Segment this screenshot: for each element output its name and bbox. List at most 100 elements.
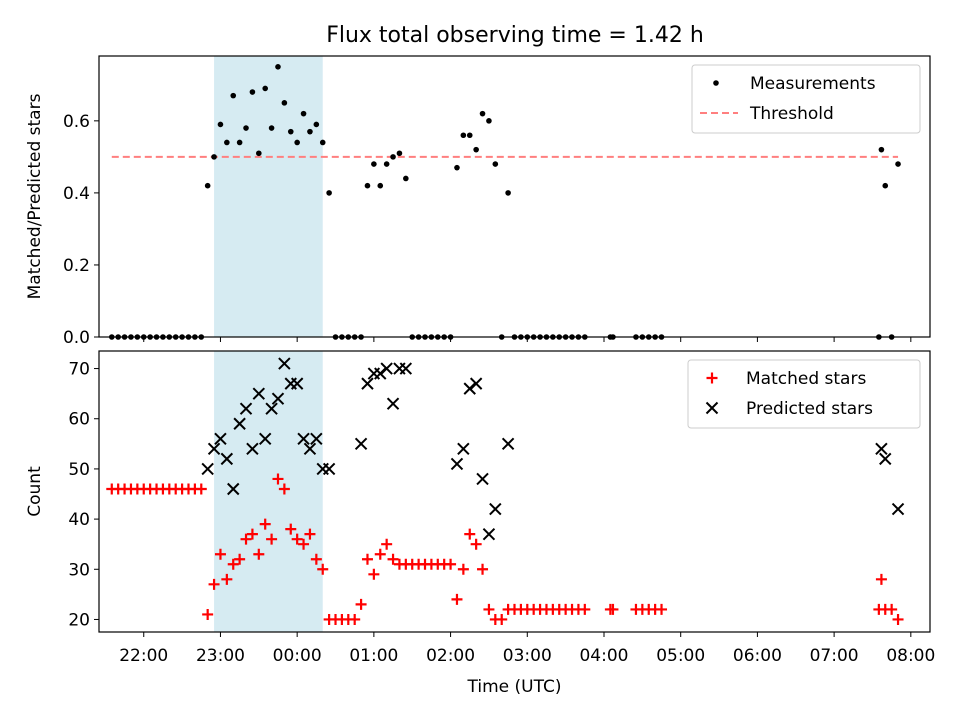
- measurement-point: [364, 182, 371, 189]
- y-tick-label: 70: [68, 360, 90, 380]
- predicted-star-point: [271, 392, 285, 405]
- matched-star-point: [477, 563, 489, 575]
- predicted-star-point: [489, 502, 502, 516]
- measurement-point: [882, 182, 889, 189]
- highlight-span: [214, 56, 323, 337]
- legend: Matched stars Predicted stars: [687, 359, 921, 429]
- highlight-span: [214, 351, 323, 632]
- measurement-point: [294, 139, 300, 146]
- predicted-star-point: [501, 437, 515, 451]
- y-axis-label: Count: [25, 466, 45, 517]
- y-tick-label: 60: [68, 410, 90, 430]
- predicted-star-point: [227, 482, 240, 496]
- measurement-point: [300, 110, 307, 117]
- predicted-star-point: [879, 452, 892, 466]
- measurement-point: [466, 132, 473, 139]
- matched-star-point: [457, 563, 469, 575]
- x-tick-label: 01:00: [349, 646, 398, 666]
- measurement-point: [319, 139, 326, 146]
- matched-star-point: [253, 548, 265, 560]
- measurement-point: [236, 139, 243, 146]
- legend-plus-icon: [706, 372, 718, 384]
- measurement-point: [505, 190, 511, 196]
- legend-label: Matched stars: [746, 369, 866, 389]
- x-tick-label: 22:00: [119, 646, 168, 666]
- measurement-point: [396, 150, 403, 157]
- measurement-point: [243, 125, 249, 131]
- matched-star-point: [221, 573, 233, 585]
- x-tick-label: 07:00: [810, 646, 859, 666]
- measurement-point: [249, 89, 256, 95]
- y-tick-label: 0.4: [63, 184, 90, 204]
- measurement-point: [460, 132, 467, 139]
- y-tick-label: 0.2: [63, 256, 90, 276]
- measurement-point: [383, 161, 390, 167]
- legend-label: Threshold: [749, 104, 834, 124]
- legend: Measurements Threshold: [691, 64, 921, 134]
- matched-star-point: [272, 473, 284, 485]
- predicted-star-point: [207, 442, 221, 456]
- predicted-star-point: [322, 462, 336, 476]
- matched-star-point: [214, 548, 226, 560]
- measurement-point: [281, 100, 288, 106]
- measurement-point: [256, 150, 262, 157]
- measurement-point: [224, 139, 230, 146]
- matched-star-point: [298, 538, 310, 550]
- matched-star-point: [240, 533, 252, 545]
- measurement-point: [217, 121, 224, 128]
- predicted-star-point: [469, 377, 483, 390]
- matched-star-point: [451, 593, 463, 605]
- measurement-point: [895, 161, 901, 167]
- measurement-point: [371, 161, 377, 167]
- measurement-point: [307, 128, 313, 135]
- y-tick-label: 30: [68, 560, 90, 580]
- matched-star-point: [886, 603, 898, 615]
- predicted-star-point: [265, 402, 278, 415]
- measurement-point: [390, 154, 396, 160]
- chart-title: Flux total observing time = 1.42 h: [326, 23, 704, 48]
- matched-star-point: [496, 613, 508, 625]
- matched-star-point: [304, 528, 316, 540]
- axes-frame: [98, 55, 931, 338]
- predicted-star-point: [310, 432, 323, 446]
- matched-star-point: [607, 603, 619, 615]
- measurement-point: [454, 164, 460, 171]
- measurement-point: [486, 118, 492, 124]
- y-tick-label: 50: [68, 460, 90, 480]
- legend-label: Predicted stars: [746, 399, 873, 419]
- matched-star-point: [387, 553, 399, 565]
- matched-star-point: [317, 563, 329, 575]
- matched-star-point: [208, 578, 220, 590]
- measurement-point: [275, 64, 281, 70]
- y-tick-label: 0.6: [63, 112, 90, 132]
- matched-star-point: [361, 553, 373, 565]
- measurement-point: [262, 85, 269, 92]
- y-axis-label: Matched/Predicted stars: [25, 93, 45, 299]
- predicted-star-point: [233, 417, 246, 430]
- matched-star-point: [483, 603, 495, 615]
- measurement-point: [211, 154, 217, 160]
- matched-star-point: [285, 523, 297, 535]
- matched-star-point: [470, 538, 482, 550]
- x-tick-label: 05:00: [656, 646, 705, 666]
- matched-star-point: [202, 608, 214, 620]
- x-tick-label: 23:00: [196, 646, 245, 666]
- predicted-star-point: [361, 377, 374, 390]
- x-tick-label: 04:00: [579, 646, 628, 666]
- predicted-star-point: [399, 362, 413, 375]
- legend-box: [687, 359, 921, 429]
- y-tick-label: 40: [68, 510, 90, 530]
- y-tick-label: 20: [68, 610, 90, 630]
- x-axis-label: Time (UTC): [467, 677, 562, 697]
- predicted-star-point: [380, 362, 393, 375]
- legend-box: [691, 64, 921, 134]
- matched-star-point: [195, 483, 207, 495]
- predicted-star-point: [303, 442, 317, 456]
- predicted-star-point: [214, 432, 227, 446]
- predicted-star-point: [220, 452, 234, 466]
- matched-star-point: [875, 573, 887, 585]
- matched-star-point: [349, 613, 361, 625]
- predicted-star-point: [278, 357, 291, 370]
- predicted-star-point: [450, 457, 464, 471]
